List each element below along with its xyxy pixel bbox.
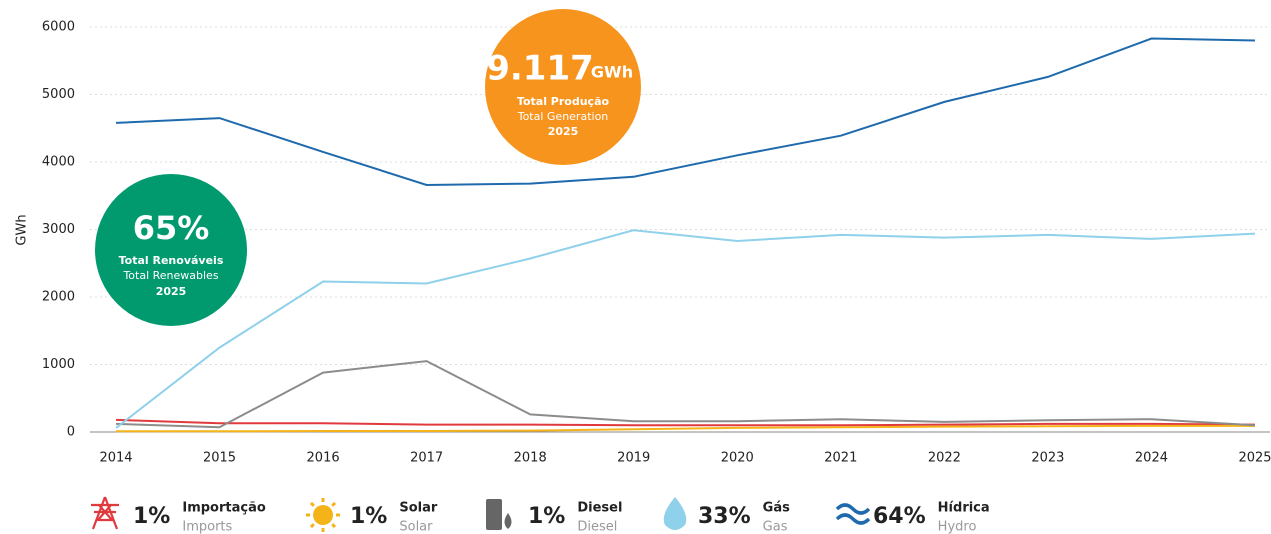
- legend-icon: [663, 497, 687, 530]
- x-tick-label: 2015: [203, 451, 236, 466]
- y-tick-label: 0: [67, 425, 75, 440]
- legend-name: Diesel: [577, 501, 622, 516]
- badge-circle: [485, 9, 641, 165]
- x-tick-label: 2018: [514, 451, 547, 466]
- x-tick-label: 2021: [824, 451, 857, 466]
- series-line: [115, 360, 1256, 429]
- legend-share: 64%: [873, 504, 926, 529]
- legend-share: 1%: [350, 504, 387, 529]
- legend-name-en: Gas: [763, 520, 788, 534]
- x-tick-label: 2024: [1135, 451, 1168, 466]
- x-tick-label: 2017: [410, 451, 443, 466]
- y-tick-label: 1000: [42, 357, 75, 372]
- badge-line: Total Renováveis: [119, 254, 224, 267]
- series-line: [115, 418, 1256, 427]
- x-tick-label: 2019: [617, 451, 650, 466]
- legend-icon: [486, 499, 502, 530]
- legend-share: 1%: [528, 504, 565, 529]
- x-tick-label: 2014: [99, 451, 132, 466]
- legend-name-en: Solar: [399, 520, 433, 534]
- legend-icon: [835, 513, 871, 525]
- series-line: [115, 229, 1256, 429]
- legend-item: 1% Importação Imports: [91, 496, 266, 534]
- legend-item: 64% Hídrica Hydro: [835, 501, 990, 534]
- legend-icon: [309, 523, 315, 529]
- y-tick-label: 5000: [42, 87, 75, 102]
- legend-name-en: Diesel: [577, 520, 617, 534]
- y-tick-label: 4000: [42, 155, 75, 170]
- x-tick-label: 2016: [307, 451, 340, 466]
- legend-item: 33% Gás Gas: [663, 497, 790, 534]
- grid: 0 1000 2000 3000 4000 5000 6000 2014 2015 2016 201…: [42, 20, 1271, 466]
- legend-name-en: Imports: [182, 520, 232, 534]
- legend-icon: [331, 501, 337, 507]
- legend-share: 1%: [133, 504, 170, 529]
- legend-icon: [313, 505, 333, 525]
- badge-line: 2025: [548, 125, 579, 138]
- badge-line: Total Renewables: [122, 269, 218, 282]
- badge-value: 9.117: [486, 49, 594, 89]
- y-tick-label: 2000: [42, 290, 75, 305]
- badge-unit: GWh: [591, 63, 633, 82]
- legend-item: 1% Diesel Diesel: [486, 499, 622, 534]
- legend-icon: [331, 523, 337, 529]
- lines: [115, 37, 1256, 433]
- legend: 1% Importação Imports 1% Solar Solar 1% Diesel D…: [91, 496, 990, 534]
- x-tick-label: 2022: [928, 451, 961, 466]
- x-tick-label: 2020: [721, 451, 754, 466]
- legend-name-en: Hydro: [938, 520, 977, 534]
- legend-icon: [91, 496, 119, 530]
- x-tick-label: 2025: [1238, 451, 1271, 466]
- y-tick-label: 3000: [42, 222, 75, 237]
- badge-line: 2025: [156, 285, 187, 298]
- legend-item: 1% Solar Solar: [306, 498, 438, 534]
- y-tick-label: 6000: [42, 20, 75, 35]
- legend-icon: [504, 513, 512, 529]
- badge-line: Total Produção: [517, 95, 610, 108]
- legend-name: Solar: [399, 501, 438, 516]
- y-axis-label: GWh: [15, 214, 30, 245]
- legend-name: Importação: [182, 501, 265, 516]
- legend-name: Hídrica: [938, 501, 990, 516]
- badges: 9.117 GWh Total Produção Total Generatio…: [95, 9, 641, 326]
- badge-value: 65%: [133, 209, 210, 247]
- series-line: [115, 37, 1256, 187]
- legend-name: Gás: [763, 501, 790, 516]
- x-tick-label: 2023: [1031, 451, 1064, 466]
- series-line: [116, 424, 1255, 433]
- legend-icon: [309, 501, 315, 507]
- legend-share: 33%: [698, 504, 751, 529]
- badge-line: Total Generation: [517, 110, 609, 123]
- legend-icon: [835, 503, 871, 515]
- badge-circle: [95, 174, 247, 326]
